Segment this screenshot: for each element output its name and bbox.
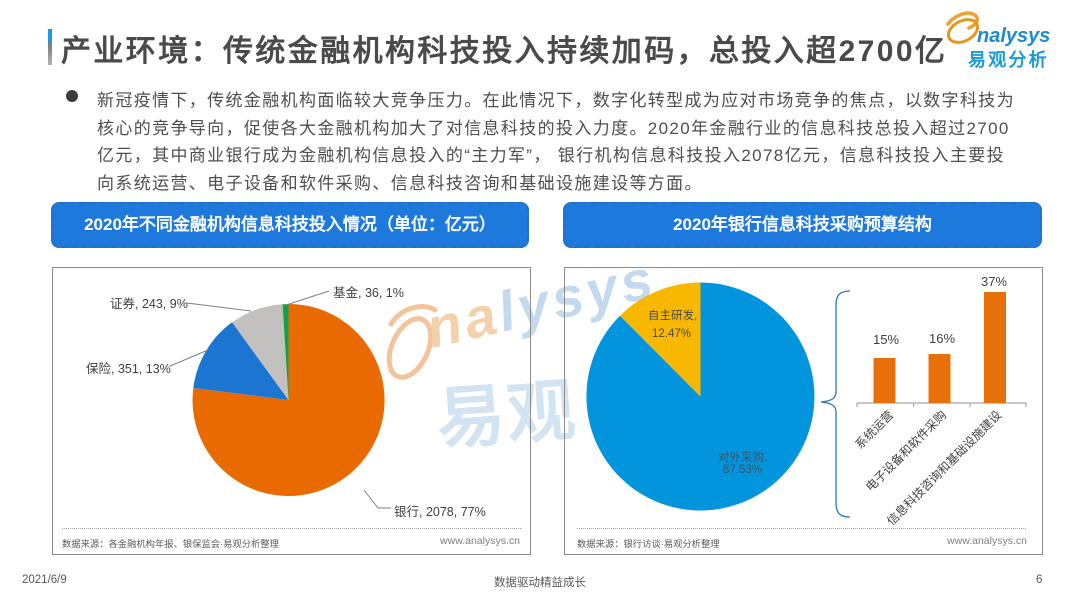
svg-text:nalysys: nalysys — [977, 25, 1050, 47]
svg-text:易观分析: 易观分析 — [968, 49, 1049, 70]
